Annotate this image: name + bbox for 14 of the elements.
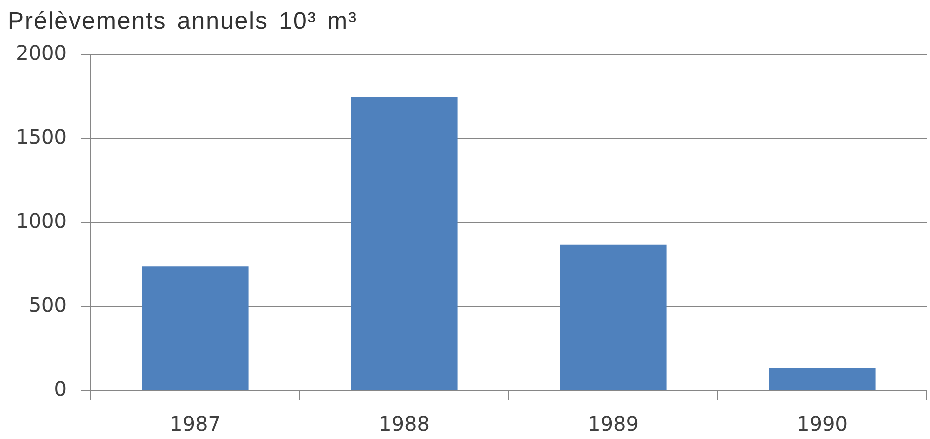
bar bbox=[351, 97, 458, 390]
bar bbox=[560, 244, 667, 390]
y-tick-label: 1000 bbox=[16, 209, 67, 234]
y-axis-title: Prélèvements annuels 10³ m³ bbox=[8, 8, 358, 36]
x-tick-label: 1987 bbox=[170, 412, 221, 436]
x-tick-label: 1988 bbox=[379, 412, 430, 436]
y-tick-label: 2000 bbox=[16, 41, 67, 66]
bar bbox=[769, 368, 876, 390]
x-tick-label: 1989 bbox=[588, 412, 639, 436]
y-tick-label: 1500 bbox=[16, 125, 67, 150]
y-tick-label: 500 bbox=[28, 293, 67, 318]
y-tick-label: 0 bbox=[54, 377, 67, 402]
bar bbox=[142, 266, 249, 390]
x-tick-label: 1990 bbox=[797, 412, 848, 436]
